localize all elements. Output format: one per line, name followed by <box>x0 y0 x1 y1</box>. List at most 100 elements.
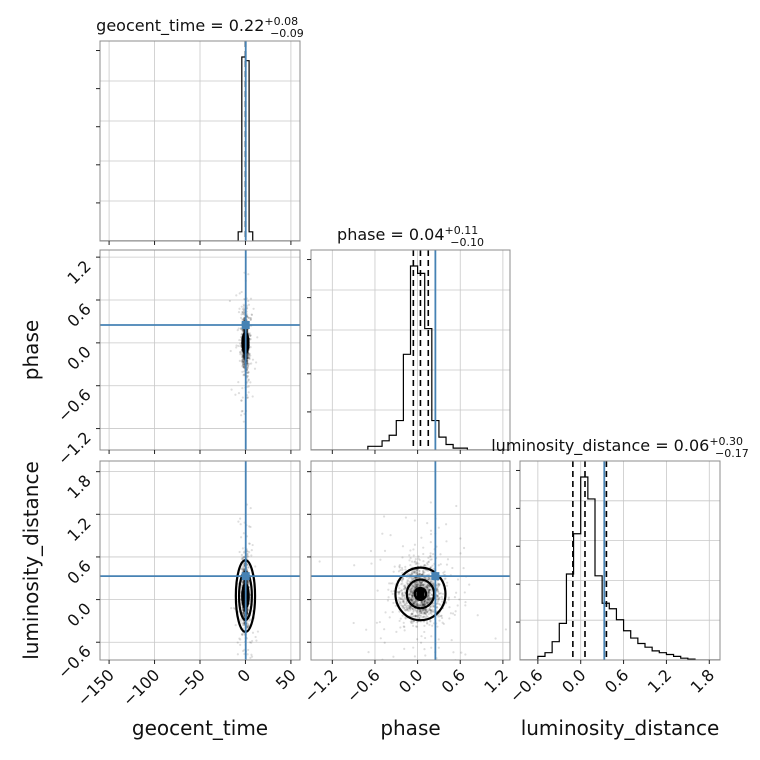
sample-point <box>414 615 417 618</box>
sample-point <box>247 648 250 652</box>
title-plus-error: +0.08 <box>264 15 298 28</box>
sample-point <box>429 611 432 614</box>
sample-point <box>408 606 411 609</box>
sample-point <box>426 609 429 612</box>
sample-point <box>431 605 435 608</box>
sample-point <box>426 594 429 597</box>
sample-point <box>247 316 250 319</box>
sample-point <box>421 582 424 585</box>
sample-point <box>437 615 440 618</box>
sample-point <box>411 594 414 597</box>
sample-point <box>250 362 253 365</box>
sample-point <box>424 602 427 605</box>
sample-point <box>242 357 246 360</box>
sample-point <box>391 592 394 596</box>
sample-point <box>412 610 415 613</box>
sample-point <box>243 569 246 572</box>
sample-point <box>412 597 415 600</box>
xtick-label: −50 <box>172 665 209 702</box>
sample-point <box>415 585 419 588</box>
sample-point <box>411 587 415 590</box>
sample-point <box>429 501 432 504</box>
sample-point <box>410 596 413 599</box>
sample-point <box>423 563 426 567</box>
sample-point <box>407 608 410 611</box>
sample-point <box>241 358 244 361</box>
sample-point <box>420 536 423 539</box>
sample-point <box>420 573 424 576</box>
sample-point <box>428 607 431 611</box>
sample-point <box>246 371 249 374</box>
sample-point <box>422 604 426 607</box>
sample-point <box>242 373 246 376</box>
sample-point <box>242 562 245 565</box>
sample-point <box>246 364 250 367</box>
sample-point <box>241 649 245 653</box>
sample-point <box>429 605 433 609</box>
sample-point <box>239 350 242 353</box>
sample-point <box>241 362 245 365</box>
sample-point <box>246 610 249 613</box>
sample-point <box>420 584 423 587</box>
sample-outlier <box>230 388 233 391</box>
sample-point <box>428 590 431 593</box>
sample-point <box>420 635 423 638</box>
sample-point <box>407 580 410 583</box>
y-axis-label: phase <box>19 320 43 380</box>
sample-point <box>412 602 415 605</box>
sample-point <box>399 597 402 600</box>
sample-point <box>437 590 440 593</box>
sample-point <box>249 297 253 300</box>
sample-point <box>353 564 356 567</box>
sample-point <box>242 360 245 364</box>
sample-point <box>403 606 406 609</box>
sample-point <box>430 610 434 613</box>
sample-point <box>408 607 411 610</box>
sample-point <box>420 611 423 614</box>
sample-point <box>415 569 418 572</box>
sample-point <box>410 599 414 602</box>
xtick-label: 0.0 <box>558 665 589 696</box>
sample-point <box>428 592 431 596</box>
sample-point <box>424 577 428 580</box>
sample-point <box>436 582 440 585</box>
sample-point <box>400 597 404 601</box>
sample-point <box>246 362 249 366</box>
sample-point <box>248 356 251 359</box>
sample-point <box>237 327 240 330</box>
sample-point <box>251 358 255 361</box>
sample-point <box>401 556 404 559</box>
sample-point <box>246 369 249 372</box>
sample-point <box>427 593 430 596</box>
sample-point <box>246 315 249 318</box>
sample-point <box>247 352 250 355</box>
sample-point <box>437 646 440 649</box>
sample-point <box>404 586 407 589</box>
sample-point <box>452 651 455 654</box>
sample-point <box>251 395 254 398</box>
sample-point <box>400 583 403 586</box>
sample-point <box>413 543 417 546</box>
sample-point <box>410 594 413 597</box>
sample-point <box>423 601 426 604</box>
sample-point <box>439 592 443 595</box>
sample-point <box>424 609 427 613</box>
y-axis-label: luminosity_distance <box>19 461 43 660</box>
sample-point <box>409 590 412 593</box>
sample-point <box>422 608 425 611</box>
sample-point <box>420 600 423 604</box>
sample-point <box>241 387 244 390</box>
sample-point <box>241 547 244 550</box>
sample-point <box>422 571 425 575</box>
sample-point <box>411 624 415 627</box>
sample-point <box>414 572 417 575</box>
sample-point <box>240 360 244 363</box>
sample-point <box>413 561 416 564</box>
sample-point <box>458 598 461 601</box>
sample-point <box>240 557 243 561</box>
sample-point <box>241 312 244 315</box>
sample-point <box>242 328 245 331</box>
sample-point <box>246 356 249 359</box>
sample-point <box>427 592 431 595</box>
sample-point <box>421 603 424 606</box>
